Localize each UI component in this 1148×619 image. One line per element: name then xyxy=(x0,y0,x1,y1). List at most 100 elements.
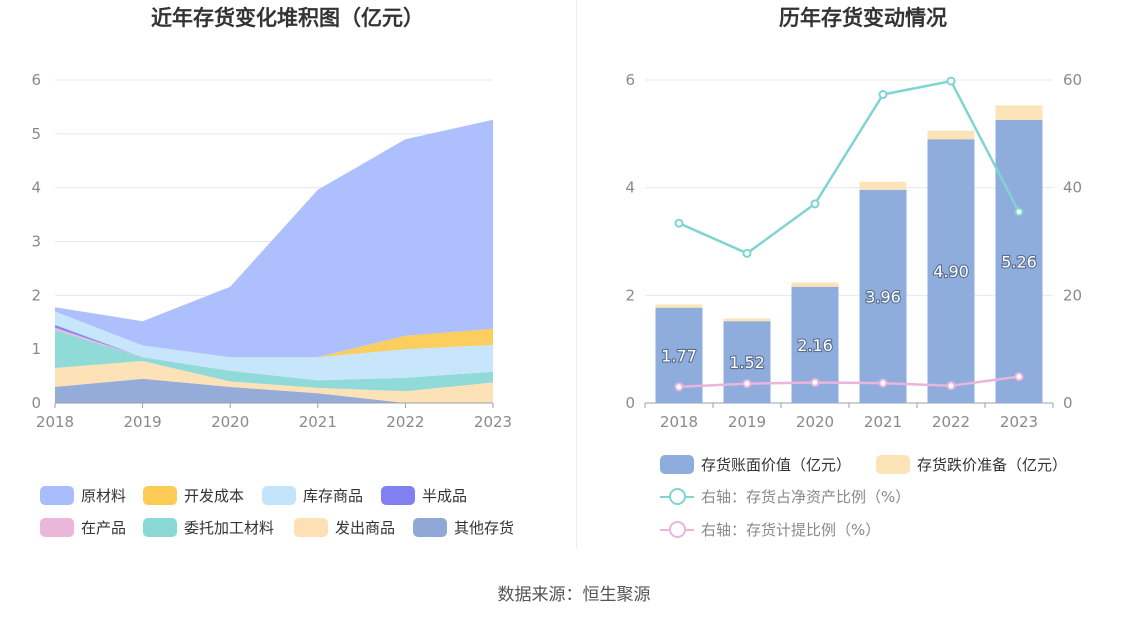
legend-swatch xyxy=(660,455,694,474)
y-tick-label: 2 xyxy=(31,286,41,304)
area-series-5 xyxy=(55,311,493,381)
bar-series-1 xyxy=(723,318,771,322)
legend-label: 右轴：存货计提比例（%） xyxy=(701,521,881,539)
left-chart-title: 近年存货变化堆积图（亿元） xyxy=(151,6,424,30)
bar-value-label: 5.26 xyxy=(1001,252,1037,271)
area-series-7 xyxy=(55,119,493,358)
legend-item[interactable]: 库存商品 xyxy=(262,485,363,506)
legend-swatch xyxy=(381,486,415,505)
legend-item[interactable]: 右轴：存货占净资产比例（%） xyxy=(660,486,910,507)
y2-tick-label: 20 xyxy=(1063,286,1082,304)
bar-series-1 xyxy=(655,304,703,308)
x-tick-label: 2022 xyxy=(386,413,424,431)
right-chart-legend: 存货账面价值（亿元） 存货跌价准备（亿元） 右轴：存货占净资产比例（%） 右轴：存货计… xyxy=(660,454,1140,549)
area-series-2 xyxy=(55,330,493,392)
bar-value-label: 4.90 xyxy=(933,262,969,281)
legend-swatch xyxy=(143,486,177,505)
legend-label: 库存商品 xyxy=(303,487,364,505)
x-tick-label: 2021 xyxy=(299,413,337,431)
x-tick-label: 2023 xyxy=(1000,413,1038,431)
legend-label: 委托加工材料 xyxy=(184,519,275,537)
legend-item[interactable]: 存货跌价准备（亿元） xyxy=(876,454,1067,475)
y-tick-label: 3 xyxy=(31,233,41,251)
bar-value-label: 1.52 xyxy=(729,353,765,372)
left-chart-legend: 原材料 开发成本 库存商品 半成品在产品 委托加工材料 发出商品 其他存货 xyxy=(40,485,560,555)
legend-item[interactable]: 其他存货 xyxy=(413,517,514,538)
legend-label: 半成品 xyxy=(422,487,468,505)
y2-tick-label: 60 xyxy=(1063,71,1082,89)
x-tick-label: 2021 xyxy=(864,413,902,431)
legend-item[interactable]: 原材料 xyxy=(40,485,126,506)
y-tick-label: 5 xyxy=(31,125,41,143)
line-point xyxy=(810,199,820,209)
line-point xyxy=(674,382,684,392)
legend-item[interactable]: 发出商品 xyxy=(294,517,395,538)
legend-swatch xyxy=(294,518,328,537)
data-source-footer: 数据来源：恒生聚源 xyxy=(497,585,651,605)
line-point xyxy=(878,378,888,388)
line-series-1 xyxy=(678,375,1020,389)
legend-swatch xyxy=(40,486,74,505)
line-point xyxy=(1014,207,1024,217)
legend-item[interactable]: 半成品 xyxy=(381,485,467,506)
legend-item[interactable]: 委托加工材料 xyxy=(143,517,274,538)
area-series-0 xyxy=(55,378,493,403)
legend-label: 开发成本 xyxy=(184,487,245,505)
line-series-0 xyxy=(678,79,1021,255)
x-tick-label: 2019 xyxy=(728,413,766,431)
y-tick-label: 4 xyxy=(625,179,635,197)
x-tick-label: 2019 xyxy=(124,413,162,431)
bar-series-0 xyxy=(859,189,907,403)
legend-swatch xyxy=(660,487,694,506)
area-series-6 xyxy=(55,311,493,358)
panel-divider xyxy=(576,0,577,548)
y-tick-label: 6 xyxy=(625,71,635,89)
legend-swatch xyxy=(262,486,296,505)
legend-item[interactable]: 存货账面价值（亿元） xyxy=(660,454,851,475)
line-point xyxy=(946,381,956,391)
legend-swatch xyxy=(660,520,694,539)
legend-label: 其他存货 xyxy=(454,519,515,537)
legend-label: 发出商品 xyxy=(335,519,396,537)
bar-series-0 xyxy=(723,321,771,403)
legend-item[interactable]: 在产品 xyxy=(40,517,126,538)
line-point xyxy=(878,90,888,100)
legend-swatch xyxy=(40,518,74,537)
legend-item[interactable]: 右轴：存货计提比例（%） xyxy=(660,519,880,540)
bar-series-1 xyxy=(927,130,975,140)
bar-series-1 xyxy=(859,181,907,190)
left-chart-panel: 近年存货变化堆积图（亿元） 0 1 2 3 4 5 6 2018 2019 2020 2021 202… xyxy=(0,0,575,560)
bar-series-1 xyxy=(791,282,839,287)
bar-series-0 xyxy=(927,139,975,403)
y2-tick-label: 40 xyxy=(1063,179,1082,197)
bar-value-label: 1.77 xyxy=(661,346,697,365)
bar-value-label: 3.96 xyxy=(865,287,901,306)
line-point xyxy=(946,76,956,86)
legend-item[interactable]: 开发成本 xyxy=(143,485,244,506)
legend-label: 存货账面价值（亿元） xyxy=(701,456,852,474)
x-tick-label: 2018 xyxy=(36,413,74,431)
line-point xyxy=(742,379,752,389)
x-tick-label: 2022 xyxy=(932,413,970,431)
line-point xyxy=(1014,372,1024,382)
bar-value-label: 2.16 xyxy=(797,336,833,355)
y-tick-label: 1 xyxy=(31,340,41,358)
bar-series-1 xyxy=(995,105,1043,120)
legend-swatch xyxy=(143,518,177,537)
legend-label: 存货跌价准备（亿元） xyxy=(917,456,1068,474)
legend-label: 在产品 xyxy=(81,519,127,537)
y-tick-label: 0 xyxy=(31,394,41,412)
area-series-1 xyxy=(55,361,493,403)
y-tick-label: 4 xyxy=(31,179,41,197)
y-tick-label: 0 xyxy=(625,394,635,412)
x-tick-label: 2020 xyxy=(796,413,834,431)
y-tick-label: 6 xyxy=(31,71,41,89)
bar-series-0 xyxy=(995,119,1043,403)
line-point xyxy=(674,218,684,228)
right-chart-title: 历年存货变动情况 xyxy=(779,6,947,30)
legend-swatch xyxy=(413,518,447,537)
x-tick-label: 2020 xyxy=(211,413,249,431)
legend-label: 原材料 xyxy=(81,487,127,505)
x-tick-label: 2023 xyxy=(474,413,512,431)
